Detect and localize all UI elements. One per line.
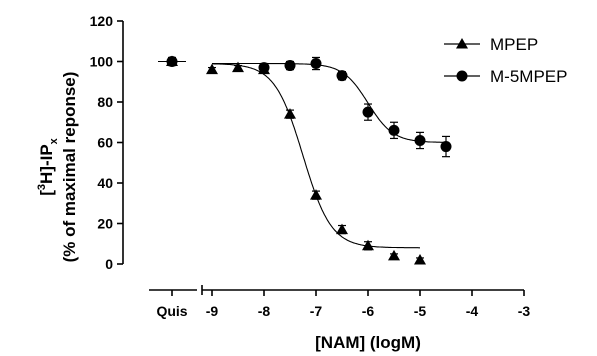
data-point-circle — [284, 60, 296, 72]
data-point-triangle — [310, 189, 322, 200]
x-tick-label: -5 — [414, 303, 427, 319]
x-tick-label: -9 — [206, 303, 219, 319]
x-tick-label: -7 — [310, 303, 323, 319]
y-tick-label: 100 — [90, 54, 114, 70]
y-axis-subscript: x — [48, 137, 60, 144]
data-point-circle — [362, 106, 374, 118]
fit-curve-circle — [212, 62, 446, 143]
data-point-triangle — [362, 239, 374, 251]
data-point-circle — [310, 58, 322, 70]
data-point-triangle — [206, 63, 218, 75]
y-tick-label: 60 — [97, 135, 113, 151]
x-tick-label: -8 — [258, 303, 271, 319]
y-tick-label: 120 — [90, 13, 114, 29]
baseline-tick-label: Quis — [156, 303, 187, 319]
data-point-circle — [336, 70, 348, 82]
legend-label-triangle: MPEP — [490, 35, 538, 54]
x-tick-label: -4 — [466, 303, 479, 319]
y-tick-label: 40 — [97, 175, 113, 191]
x-axis-title: [NAM] (logM) — [315, 333, 421, 352]
data-point-circle — [258, 62, 270, 74]
axes: 0 20 40 60 80 100 120 -9 -8 -7 -6 -5 -4 -3 — [90, 13, 531, 319]
x-tick-label: -6 — [362, 303, 375, 319]
y-tick-label: 0 — [105, 256, 113, 272]
data-point-triangle — [284, 108, 296, 119]
y-axis-superscript: 3 — [36, 184, 48, 190]
data-points — [166, 55, 452, 265]
data-point-triangle — [336, 223, 348, 235]
legend-marker-triangle — [456, 38, 468, 49]
legend: MPEP M-5MPEP — [444, 35, 567, 86]
data-point-circle — [414, 134, 426, 146]
data-point-circle — [440, 141, 452, 153]
y-axis-title-line2: (% of maximal reponse) — [60, 72, 79, 263]
y-axis-title-line1: [3H]-IPx — [36, 137, 60, 195]
legend-label-circle: M-5MPEP — [490, 67, 567, 86]
fit-curve-triangle — [212, 63, 420, 249]
y-axis-title: [3H]-IPx (% of maximal reponse) — [36, 72, 79, 263]
y-axis-label-main: H]-IP — [37, 144, 56, 184]
y-tick-label: 80 — [97, 94, 113, 110]
y-axis-bracket-open: [ — [37, 190, 56, 196]
data-point-triangle — [388, 249, 400, 261]
y-tick-label: 20 — [97, 216, 113, 232]
x-tick-label: -3 — [518, 303, 531, 319]
fit-curves — [158, 60, 446, 249]
legend-marker-circle — [456, 70, 468, 82]
data-point-triangle — [414, 253, 426, 265]
data-point-triangle — [232, 61, 244, 73]
data-point-circle — [388, 124, 400, 136]
baseline-point-circle — [166, 56, 178, 67]
